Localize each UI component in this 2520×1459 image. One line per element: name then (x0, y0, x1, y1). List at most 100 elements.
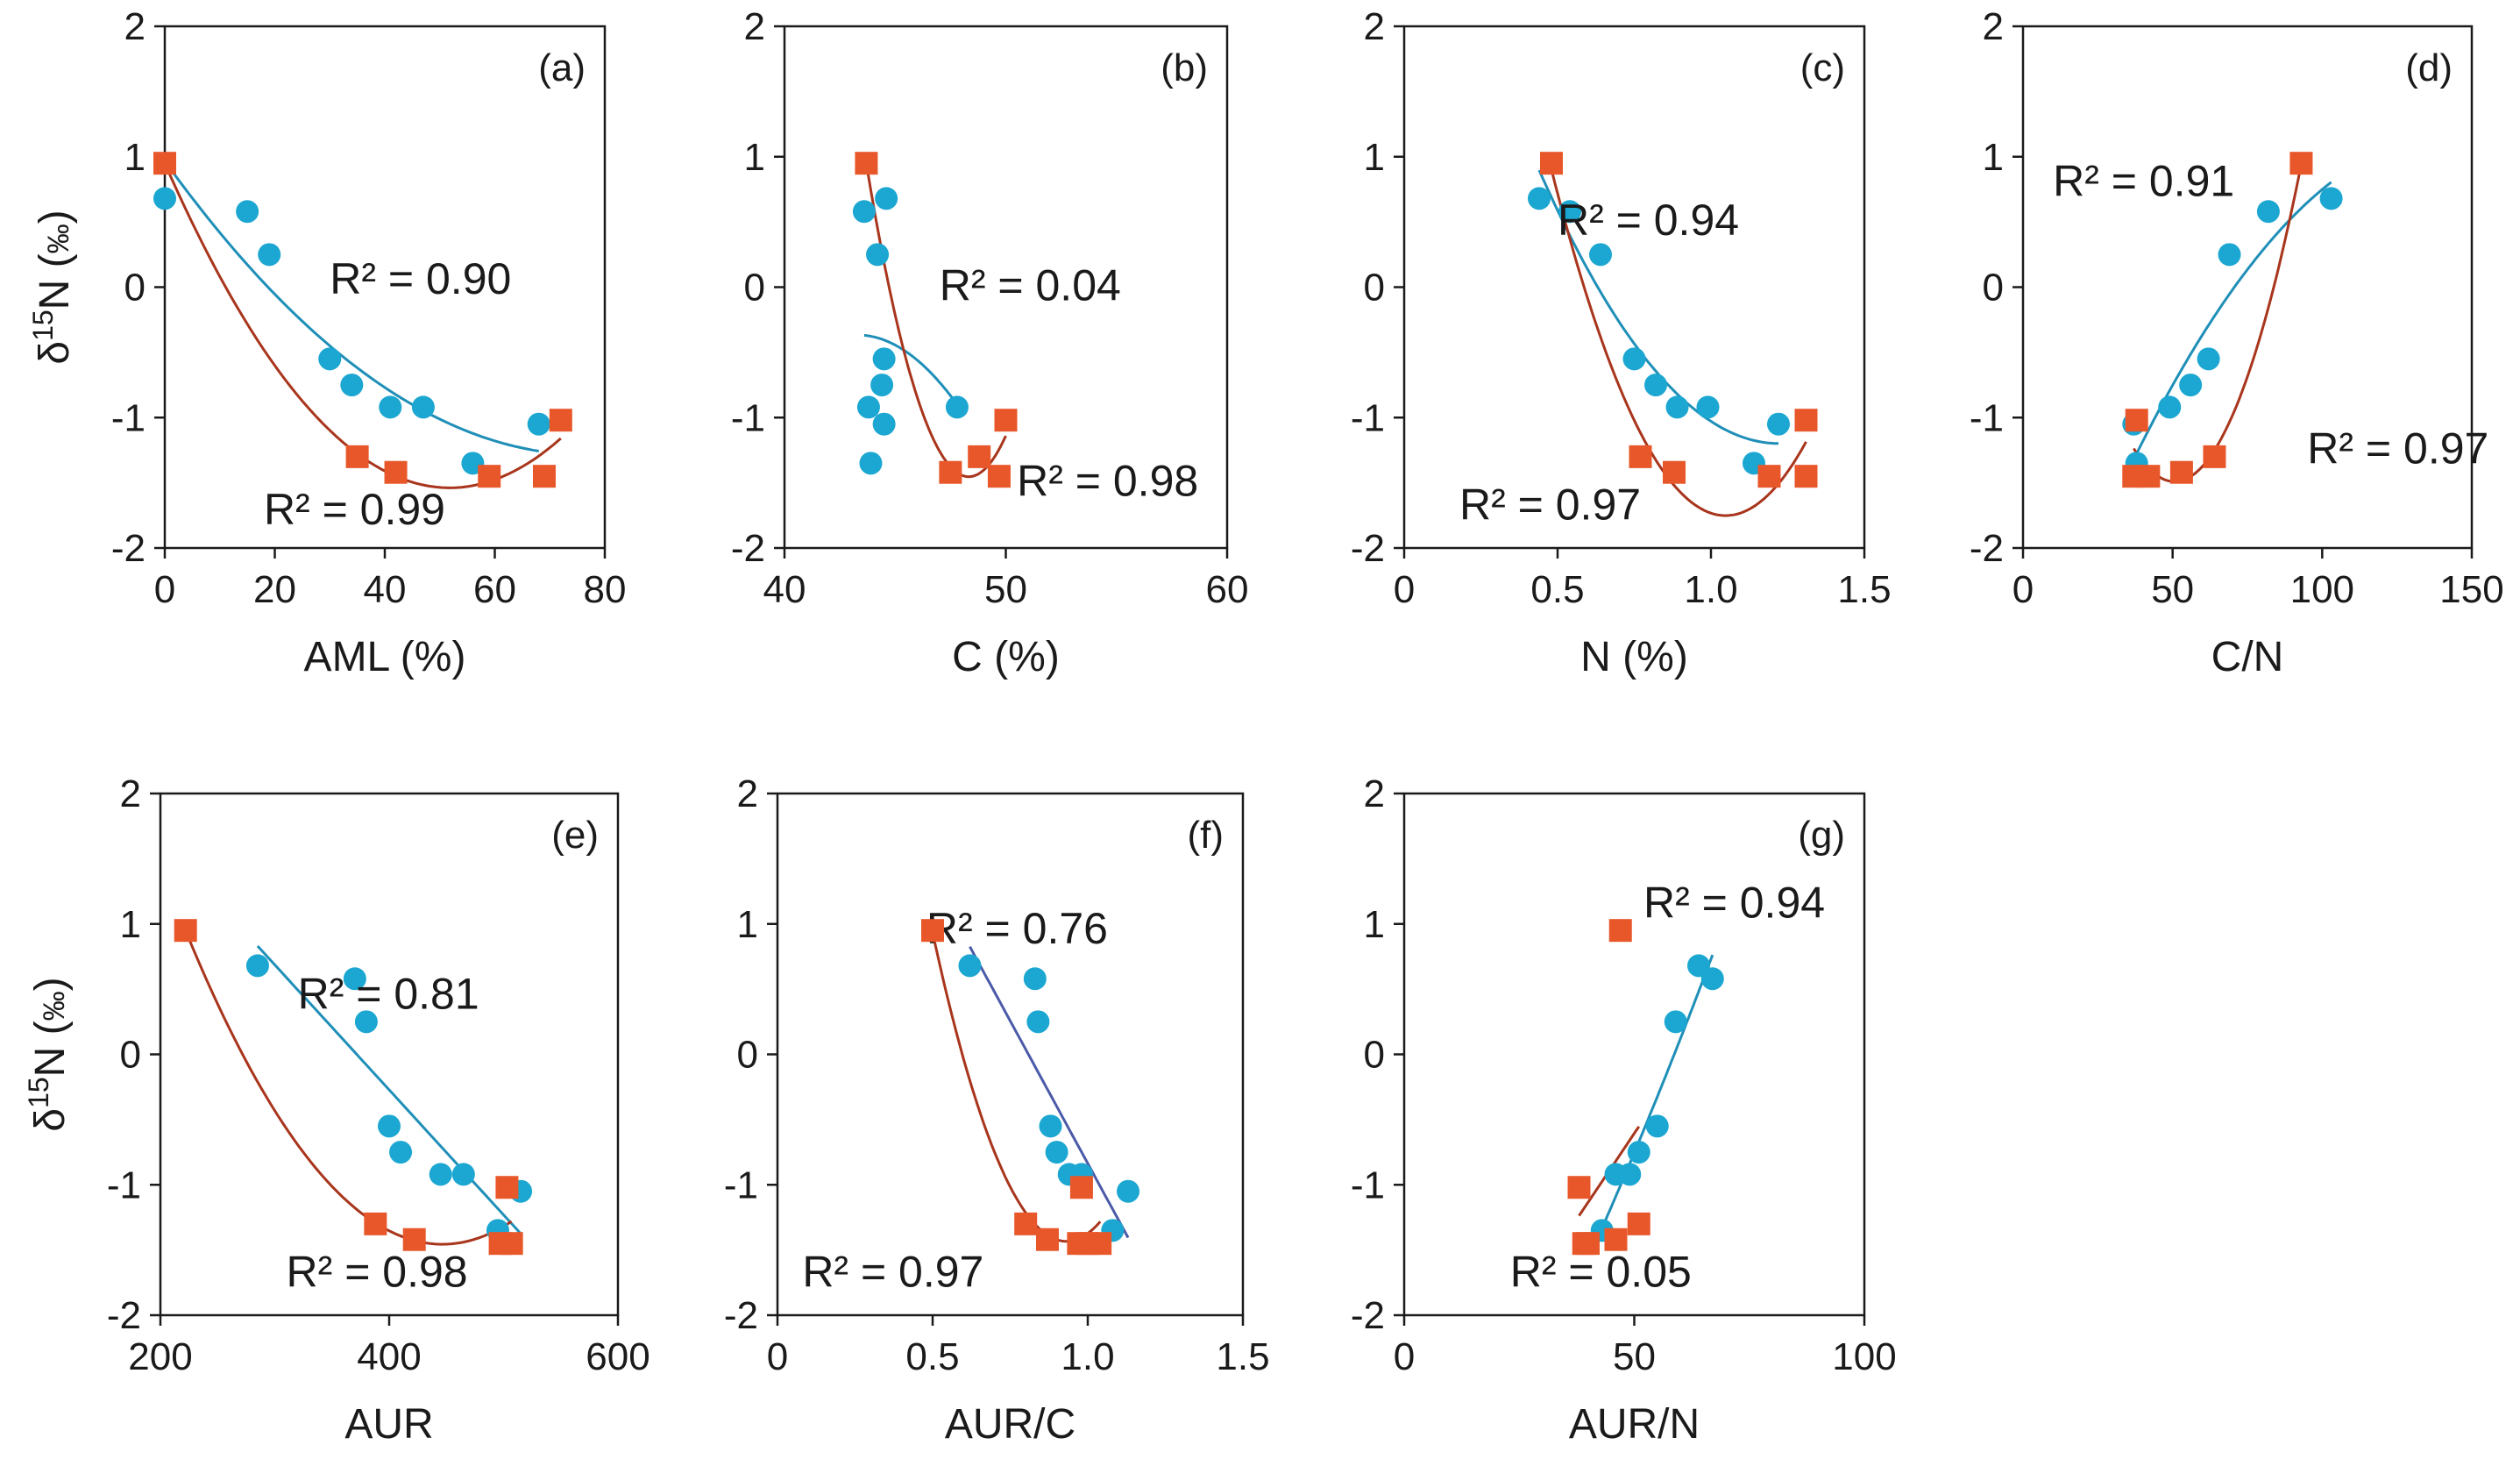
y-tick-label: 2 (744, 5, 765, 48)
data-point-square (345, 445, 369, 468)
data-point-square (1794, 409, 1818, 432)
y-tick-label: -1 (1970, 396, 2004, 439)
fit-line-blue (1601, 954, 1714, 1229)
data-point-circle (1644, 374, 1667, 397)
data-point-circle (236, 200, 259, 224)
x-tick-label: 100 (1832, 1335, 1896, 1378)
data-point-circle (343, 967, 366, 991)
data-point-circle (378, 1114, 401, 1138)
y-tick-label: 1 (1364, 903, 1385, 946)
x-axis-label: AUR/C (945, 1401, 1075, 1448)
y-tick-label: 1 (1364, 136, 1385, 179)
data-point-square (1089, 1232, 1112, 1256)
r-squared-label: R² = 0.97 (802, 1247, 983, 1296)
data-point-circle (1767, 412, 1790, 436)
r-squared-label: R² = 0.81 (298, 969, 479, 1018)
y-tick-label: -2 (1970, 527, 2004, 570)
chart-panel-g: -2 -1 0 1 2 0 50 100 AUR/N (g) R² = 0.94 R² = 0.05 (1351, 772, 1897, 1448)
y-tick-label: 1 (124, 136, 146, 179)
panel-label: (f) (1187, 814, 1224, 857)
data-point-circle (870, 374, 894, 397)
r-squared-label: R² = 0.04 (940, 260, 1121, 310)
fit-line-orange (1550, 168, 1807, 517)
data-point-square (384, 460, 408, 484)
data-point-circle (1618, 1163, 1642, 1186)
data-point-square (1627, 1212, 1650, 1235)
y-tick-label: 2 (120, 772, 141, 815)
x-tick-label: 0 (1394, 1335, 1415, 1378)
x-tick-label: 1.5 (1837, 568, 1891, 611)
data-point-circle (875, 187, 898, 210)
y-axis-label: δ15N (‰) (27, 210, 78, 364)
panel-label: (g) (1798, 814, 1845, 857)
x-axis-label: C/N (2211, 634, 2284, 680)
y-tick-label: -1 (1351, 1164, 1385, 1206)
data-point-circle (1645, 1114, 1669, 1138)
y-tick-label: 2 (124, 5, 146, 48)
y-tick-label: -2 (731, 527, 765, 570)
data-point-square (1608, 919, 1632, 943)
x-axis-label: AUR (344, 1401, 433, 1448)
y-axis-label: δ15N (‰) (23, 977, 74, 1131)
panel-label: (c) (1800, 46, 1845, 89)
panel-label: (e) (551, 814, 599, 857)
x-tick-label: 0.5 (905, 1335, 959, 1378)
y-tick-label: 1 (1983, 136, 2004, 179)
data-point-square (2289, 152, 2313, 175)
data-point-square (1663, 460, 1686, 484)
x-tick-label: 100 (2290, 568, 2354, 611)
x-axis-label: C (%) (952, 634, 1060, 680)
x-tick-label: 50 (2151, 568, 2194, 611)
fit-line-orange (184, 929, 513, 1246)
data-point-circle (1696, 395, 1720, 419)
data-point-circle (429, 1163, 452, 1186)
chart-panel-f: -2 -1 0 1 2 0 0.5 1.0 1.5 AUR/C (f) R² = 0.76 R² = 0… (724, 772, 1270, 1448)
panel-label: (d) (2405, 46, 2453, 89)
plot-frame (776, 792, 1245, 1317)
fit-line-orange (2133, 163, 2303, 483)
data-point-circle (958, 954, 982, 978)
data-point-circle (2218, 243, 2241, 267)
fit-line-orange (864, 163, 1007, 479)
y-tick-label: 0 (124, 267, 146, 310)
data-point-circle (859, 452, 883, 475)
x-tick-label: 0 (154, 568, 175, 611)
x-tick-label: 50 (984, 568, 1027, 611)
data-point-circle (1039, 1114, 1062, 1138)
data-point-square (1577, 1232, 1600, 1256)
x-tick-label: 0 (767, 1335, 788, 1378)
fit-line-blue (863, 333, 959, 406)
data-point-circle (1665, 395, 1689, 419)
x-tick-label: 0.5 (1530, 568, 1584, 611)
data-point-square (1794, 465, 1818, 488)
y-tick-label: -1 (107, 1164, 141, 1206)
data-point-circle (1589, 243, 1612, 267)
y-tick-label: -2 (1351, 527, 1385, 570)
y-tick-label: 2 (737, 772, 758, 815)
data-point-square (478, 465, 501, 488)
data-point-circle (2158, 395, 2182, 419)
y-tick-label: -2 (111, 527, 146, 570)
x-tick-label: 60 (1206, 568, 1249, 611)
data-point-circle (1026, 1010, 1050, 1034)
data-point-square (2137, 465, 2161, 488)
data-point-circle (856, 395, 880, 419)
data-point-circle (1622, 347, 1646, 371)
x-tick-label: 1.0 (1061, 1335, 1114, 1378)
data-point-square (1567, 1176, 1591, 1199)
data-point-circle (389, 1141, 413, 1164)
x-tick-label: 40 (364, 568, 407, 611)
data-point-square (2169, 460, 2193, 484)
y-tick-label: 1 (120, 903, 141, 946)
data-point-square (855, 152, 878, 175)
y-tick-label: 2 (1983, 5, 2004, 48)
plot-frame (1402, 792, 1866, 1317)
y-tick-label: 2 (1364, 772, 1385, 815)
data-point-square (1757, 465, 1781, 488)
data-point-circle (1045, 1141, 1068, 1164)
fit-line-blue (969, 945, 1130, 1239)
y-tick-label: 0 (1983, 267, 2004, 310)
x-tick-label: 600 (586, 1335, 650, 1378)
chart-panel-e: -2 -1 0 1 2 200 400 600 AUR δ15N (‰) (e) R² = 0.81 R… (23, 772, 650, 1448)
